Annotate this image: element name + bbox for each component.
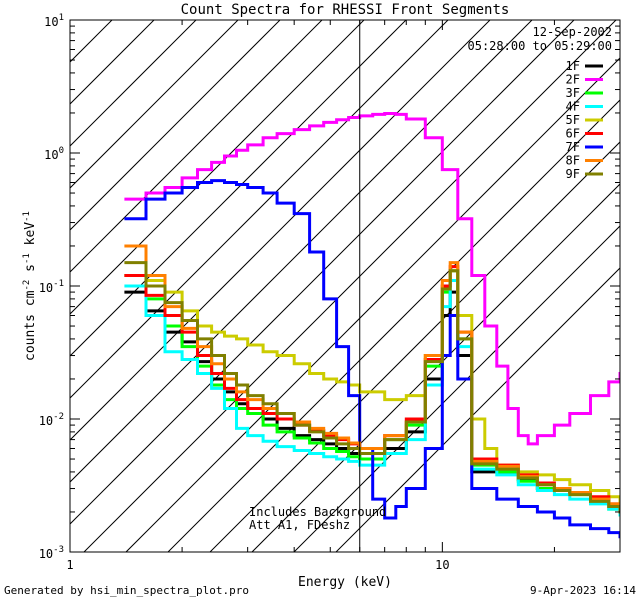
hatch-line [209, 141, 620, 552]
timestamp-label: 9-Apr-2023 16:14 [530, 584, 636, 597]
hatch-line [70, 20, 575, 525]
legend-label-8F: 8F [566, 154, 580, 168]
y-axis-label-exp1: -2 [22, 280, 32, 291]
chart-title: Count Spectra for RHESSI Front Segments [181, 2, 510, 18]
annotation-line-1: Includes Background [249, 505, 386, 519]
axis-ticks: 1 10 10-3 10-2 10-1 100 101 [39, 13, 621, 572]
hatch-line [251, 183, 620, 552]
hatch-line [83, 20, 617, 552]
y-axis-label-base: counts cm [23, 290, 38, 361]
series-5F [124, 269, 620, 503]
y-tick-label: 10-3 [39, 545, 64, 561]
x-tick-label: 1 [66, 558, 73, 572]
hatched-region [70, 20, 620, 552]
hatch-line [70, 20, 365, 315]
hatch-line [70, 20, 197, 147]
y-axis-label: counts cm-2 s-1 keV-1 [22, 211, 38, 361]
legend-label-3F: 3F [566, 86, 580, 100]
series-lines [124, 112, 620, 539]
legend-label-2F: 2F [566, 73, 580, 87]
legend-label-7F: 7F [566, 140, 580, 154]
series-7F [124, 179, 620, 539]
legend-label-5F: 5F [566, 113, 580, 127]
legend-label-1F: 1F [566, 59, 580, 73]
hatch-line [70, 20, 323, 273]
y-axis-label-mid: s [23, 264, 38, 280]
x-tick-label: 10 [435, 558, 449, 572]
legend-label-9F: 9F [566, 167, 580, 181]
date-label: 12-Sep-2002 [533, 25, 612, 39]
hatch-line [70, 20, 239, 189]
y-tick-label: 100 [44, 146, 64, 162]
hatch-line [70, 20, 491, 441]
y-axis-label-exp2: -1 [22, 253, 32, 264]
y-tick-label: 101 [44, 13, 64, 29]
series-2F [124, 112, 620, 446]
annotation-line-2: Att A1, FDeshz [249, 518, 350, 532]
legend-label-6F: 6F [566, 127, 580, 141]
time-range-label: 05:28:00 to 05:29:00 [468, 39, 613, 53]
hatch-line [125, 57, 620, 552]
hatch-line [70, 20, 281, 231]
hatch-line [293, 225, 620, 552]
y-tick-label: 10-2 [39, 412, 64, 428]
hatch-line [70, 20, 533, 483]
x-axis-label: Energy (keV) [298, 575, 392, 590]
legend-label-4F: 4F [566, 100, 580, 114]
y-axis-label-exp3: -1 [22, 211, 32, 222]
generated-by-label: Generated by hsi_min_spectra_plot.pro [4, 584, 249, 597]
hatch-line [167, 99, 620, 552]
y-axis-label-tail: keV [23, 222, 38, 253]
y-tick-label: 10-1 [39, 279, 64, 295]
